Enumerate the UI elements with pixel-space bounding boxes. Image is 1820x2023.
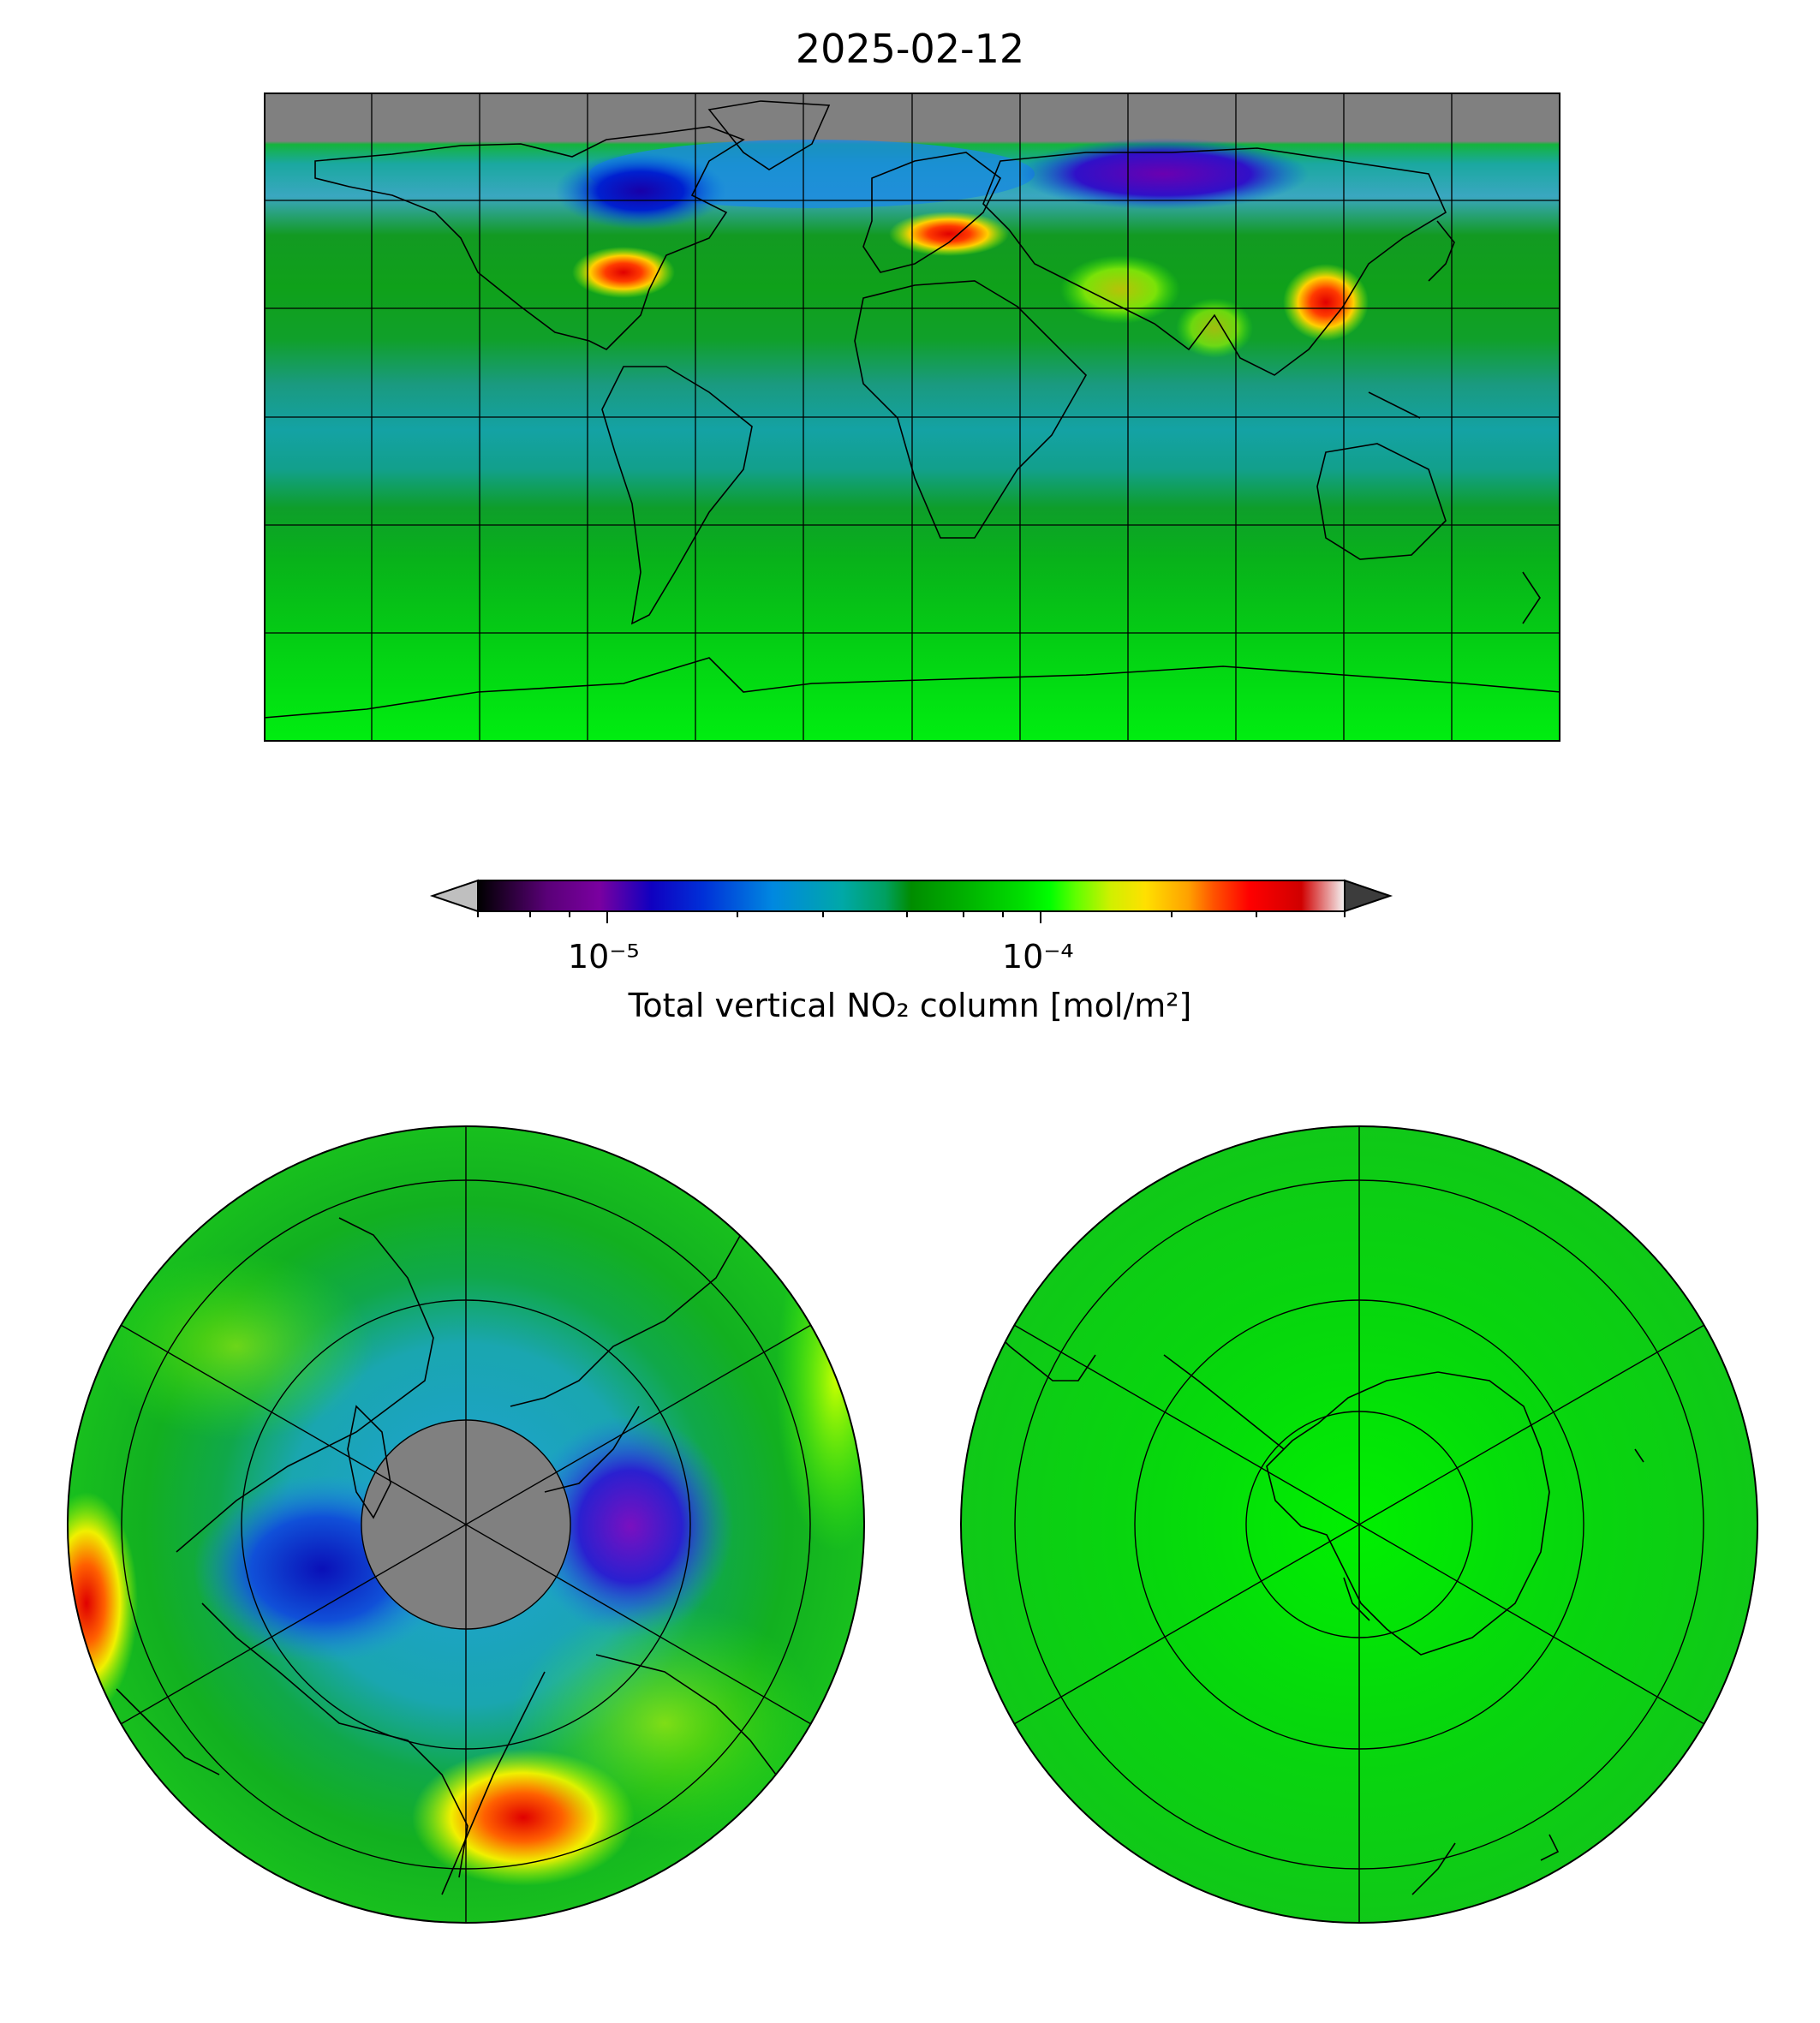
colorbar bbox=[429, 879, 1393, 923]
colorbar-over-extend bbox=[1344, 879, 1393, 913]
colorbar-tick-label-1e-5: 10⁻⁵ bbox=[568, 938, 640, 976]
graticule bbox=[1013, 1126, 1705, 1923]
europe-hotspot bbox=[889, 212, 1009, 256]
east-asia-hotspot bbox=[1283, 264, 1369, 341]
coastlines bbox=[264, 100, 1560, 719]
graticule bbox=[120, 1126, 812, 1923]
us-east-hotspot bbox=[572, 247, 675, 298]
south-polar-map bbox=[960, 1125, 1758, 1924]
global-map bbox=[264, 92, 1560, 742]
coastlines bbox=[116, 1217, 777, 1895]
colorbar-gradient bbox=[478, 880, 1345, 911]
coastlines bbox=[975, 1311, 1644, 1895]
us-east-hotspot bbox=[68, 1492, 138, 1715]
colorbar-under-extend bbox=[429, 879, 479, 913]
north-polar-map bbox=[67, 1125, 865, 1924]
colorbar-label: Total vertical NO₂ column [mol/m²] bbox=[628, 987, 1192, 1024]
middle-east-spot bbox=[1060, 255, 1180, 324]
figure-title: 2025-02-12 bbox=[795, 26, 1025, 72]
graticule bbox=[264, 92, 1560, 742]
colorbar-ticks bbox=[477, 911, 1346, 923]
india-spot bbox=[1176, 298, 1253, 358]
siberia-low-column bbox=[528, 1415, 733, 1638]
colorbar-tick-label-1e-4: 10⁻⁴ bbox=[1002, 938, 1074, 976]
middle-east-spot bbox=[510, 1603, 819, 1843]
canada-warm-spot bbox=[99, 1252, 373, 1441]
canada-low-column bbox=[555, 152, 726, 230]
